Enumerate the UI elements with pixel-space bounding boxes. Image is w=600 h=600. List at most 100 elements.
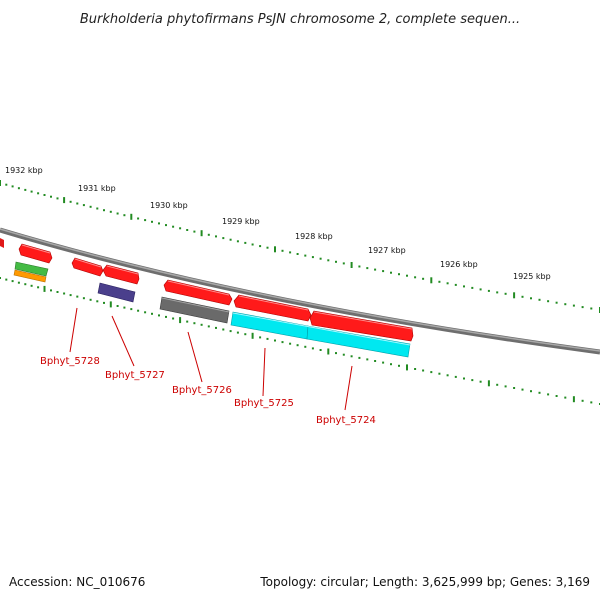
ruler-minor-tick <box>123 306 126 309</box>
ruler-minor-tick <box>289 342 292 345</box>
ruler-minor-tick <box>350 355 353 358</box>
ruler-minor-tick <box>296 344 299 347</box>
ruler-major-tick <box>63 197 66 204</box>
ruler-minor-tick <box>82 204 85 207</box>
ruler-minor-tick <box>11 185 14 188</box>
feature-bar[interactable] <box>97 282 136 303</box>
gene-label-bphyt-5725[interactable]: Bphyt_5725 <box>234 398 294 409</box>
gene-arrow[interactable] <box>0 238 4 248</box>
ruler-minor-tick <box>5 183 8 186</box>
ruler-minor-tick <box>5 278 8 281</box>
gene-arrow[interactable] <box>102 264 140 285</box>
tick-label-1931: 1931 kbp <box>78 184 116 193</box>
ruler-minor-tick <box>366 358 369 361</box>
feature-bar[interactable] <box>14 261 49 277</box>
ruler-minor-tick <box>17 281 20 284</box>
ruler-minor-tick <box>311 347 314 350</box>
ruler-minor-tick <box>89 205 92 208</box>
ruler-minor-tick <box>274 339 276 342</box>
ruler-minor-tick <box>165 224 167 227</box>
ruler-minor-tick <box>76 295 79 298</box>
ruler-minor-tick <box>530 297 532 300</box>
ruler-major-tick <box>274 246 276 253</box>
ruler-minor-tick <box>382 361 385 364</box>
ruler-minor-tick <box>259 336 262 339</box>
ruler-minor-tick <box>186 320 189 323</box>
ruler-minor-tick <box>144 219 147 222</box>
ruler-minor-tick <box>374 268 377 271</box>
chromosome-backbone <box>0 227 600 355</box>
label-leaders <box>69 307 353 411</box>
gene-label-bphyt-5724[interactable]: Bphyt_5724 <box>316 415 376 426</box>
ruler-minor-tick <box>590 307 593 310</box>
ruler-minor-tick <box>581 399 584 402</box>
ruler-minor-tick <box>289 251 292 254</box>
ruler-minor-tick <box>222 328 225 331</box>
ruler-minor-tick <box>487 289 490 292</box>
ruler-minor-tick <box>342 353 345 356</box>
ruler-minor-tick <box>43 194 46 196</box>
ruler-minor-tick <box>50 195 52 198</box>
forward-strand-features <box>0 238 414 342</box>
tick-label-1925: 1925 kbp <box>513 272 551 281</box>
ruler-minor-tick <box>438 372 441 375</box>
ruler-minor-tick <box>342 262 345 265</box>
feature-bar[interactable] <box>159 296 230 324</box>
ruler-major-tick <box>430 277 433 284</box>
ruler-minor-tick <box>76 202 79 205</box>
ruler-minor-tick <box>207 325 210 328</box>
inner-ruler <box>0 277 600 405</box>
ruler-minor-tick <box>158 222 160 225</box>
ruler-minor-tick <box>547 393 550 396</box>
ruler-minor-tick <box>374 360 377 362</box>
ruler-minor-tick <box>406 274 408 277</box>
ruler-minor-tick <box>547 300 550 303</box>
ruler-minor-tick <box>366 267 369 270</box>
ruler-minor-tick <box>251 243 254 246</box>
gene-arrow[interactable] <box>71 257 104 277</box>
feature-bar[interactable] <box>13 269 47 283</box>
feature-bar[interactable] <box>306 325 411 358</box>
ruler-minor-tick <box>236 331 239 334</box>
topology-text: Topology: circular; Length: 3,625,999 bp… <box>259 575 590 589</box>
ruler-minor-tick <box>479 380 482 383</box>
ruler-major-tick <box>487 380 490 387</box>
ruler-minor-tick <box>463 285 465 288</box>
ruler-minor-tick <box>165 315 167 318</box>
ruler-minor-tick <box>564 303 567 306</box>
ruler-minor-tick <box>327 259 330 262</box>
ruler-minor-tick <box>590 401 593 404</box>
ruler-minor-tick <box>89 298 92 301</box>
ruler-minor-tick <box>454 283 457 286</box>
ruler-minor-tick <box>446 374 449 377</box>
ruler-minor-tick <box>222 237 225 240</box>
ruler-minor-tick <box>296 253 299 255</box>
gene-label-bphyt-5728[interactable]: Bphyt_5728 <box>40 356 100 367</box>
ruler-minor-tick <box>179 227 182 230</box>
ruler-minor-tick <box>56 197 59 200</box>
gene-arrow[interactable] <box>233 294 312 322</box>
ruler-minor-tick <box>24 283 27 286</box>
gene-label-bphyt-5726[interactable]: Bphyt_5726 <box>172 385 232 396</box>
ruler-minor-tick <box>454 375 457 378</box>
gene-label-bphyt-5727[interactable]: Bphyt_5727 <box>105 370 165 381</box>
ruler-minor-tick <box>538 298 541 301</box>
ruler-minor-tick <box>96 300 99 303</box>
ruler-minor-tick <box>229 330 232 333</box>
ruler-minor-tick <box>422 277 425 280</box>
gene-arrow[interactable] <box>163 279 233 306</box>
ruler-minor-tick <box>56 291 59 293</box>
tick-label-1929: 1929 kbp <box>222 217 260 226</box>
gene-arrow[interactable] <box>309 310 414 342</box>
ruler-minor-tick <box>200 323 203 326</box>
ruler-minor-tick <box>30 190 33 193</box>
ruler-minor-tick <box>137 309 140 312</box>
ruler-minor-tick <box>116 212 119 215</box>
ruler-major-tick <box>43 285 46 292</box>
ruler-minor-tick <box>471 286 474 289</box>
ruler-minor-tick <box>564 396 567 399</box>
gene-arrow[interactable] <box>18 243 53 264</box>
ruler-minor-tick <box>398 364 400 367</box>
ruler-minor-tick <box>358 265 361 268</box>
